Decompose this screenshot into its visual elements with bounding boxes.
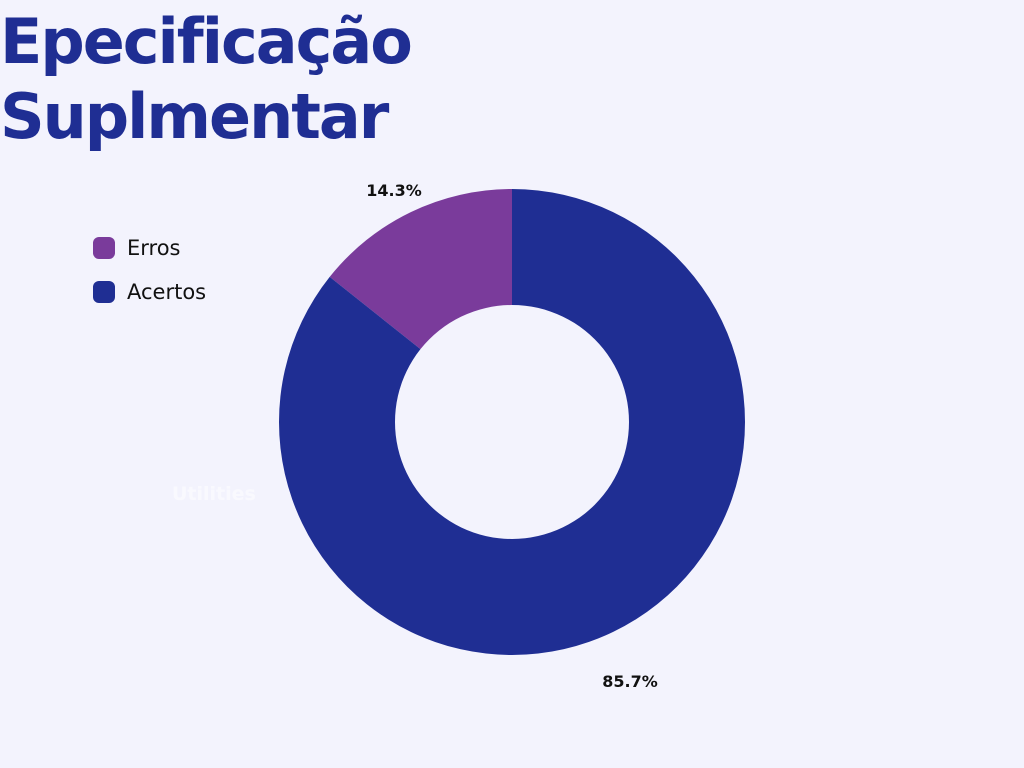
legend-item-erros: Erros: [93, 232, 206, 264]
donut-slices: [279, 189, 746, 655]
data-label-acertos: 85.7%: [602, 672, 658, 691]
data-label-erros: 14.3%: [366, 181, 422, 200]
legend-label-erros: Erros: [127, 236, 181, 260]
donut-slice-erros: [329, 189, 512, 350]
legend-swatch-erros: [93, 237, 115, 259]
page-title-line-1: Epecificação: [0, 5, 413, 78]
legend-swatch-acertos: [93, 281, 115, 303]
chart-extra-label: Utilities: [172, 483, 256, 505]
page-title-line-2: Suplmentar: [0, 80, 389, 153]
page-title: Epecificação Suplmentar: [0, 4, 413, 154]
donut-slice-acertos: [279, 189, 746, 655]
legend-item-acertos: Acertos: [93, 276, 206, 308]
legend-label-acertos: Acertos: [127, 280, 207, 304]
chart-legend: Erros Acertos: [93, 232, 206, 320]
